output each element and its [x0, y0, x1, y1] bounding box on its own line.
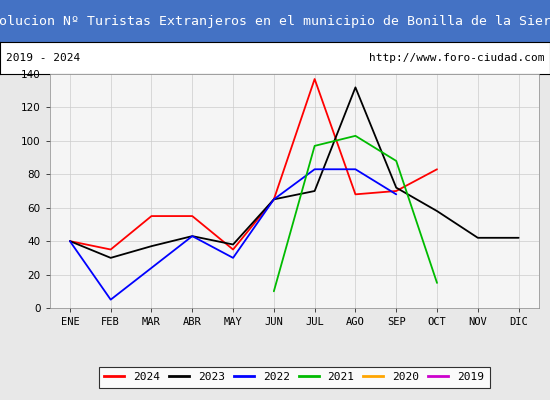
Legend: 2024, 2023, 2022, 2021, 2020, 2019: 2024, 2023, 2022, 2021, 2020, 2019	[99, 367, 490, 388]
Text: 2019 - 2024: 2019 - 2024	[6, 53, 80, 63]
Text: http://www.foro-ciudad.com: http://www.foro-ciudad.com	[369, 53, 544, 63]
Text: Evolucion Nº Turistas Extranjeros en el municipio de Bonilla de la Sierra: Evolucion Nº Turistas Extranjeros en el …	[0, 14, 550, 28]
